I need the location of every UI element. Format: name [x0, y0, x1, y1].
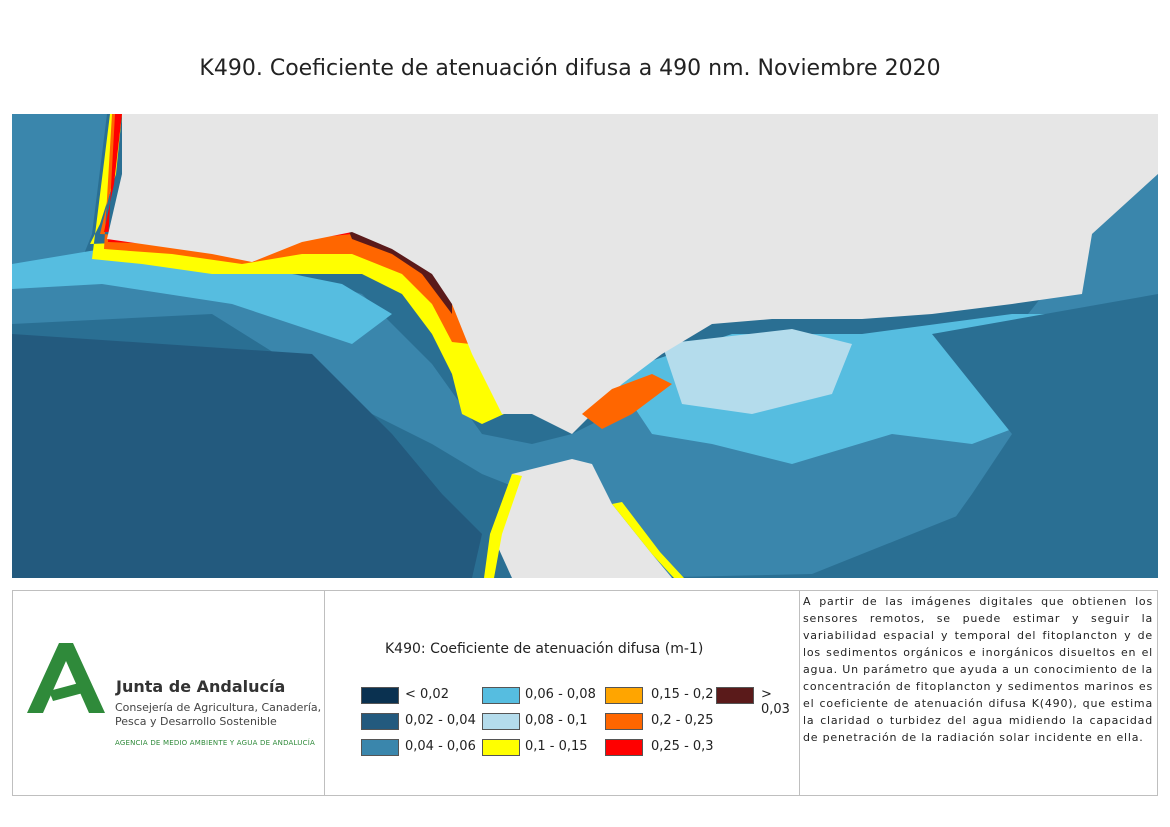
description-text: A partir de las imágenes digitales que o… [803, 595, 1153, 744]
k490-map [12, 114, 1158, 578]
map-canvas [12, 114, 1158, 578]
atlantic-deep-zone [12, 334, 482, 578]
legend-label-4: 0,08 - 0,1 [525, 713, 588, 728]
legend-swatch-2 [361, 739, 399, 756]
map-title: K490. Coeficiente de atenuación difusa a… [199, 56, 941, 81]
legend-swatch-1 [361, 713, 399, 730]
east-alboran-deep [912, 294, 1158, 578]
legend: K490: Coeficiente de atenuación difusa (… [325, 591, 800, 795]
legend-title: K490: Coeficiente de atenuación difusa (… [385, 641, 704, 657]
organization-name: Junta de Andalucía [116, 677, 286, 696]
legend-label-8: 0,25 - 0,3 [651, 739, 714, 754]
legend-label-2: 0,04 - 0,06 [405, 739, 476, 754]
gulf-cadiz-coastal-zone [12, 249, 392, 344]
info-panel: Junta de Andalucía Consejería de Agricul… [12, 590, 1158, 796]
strait-shelf-zone [12, 174, 1158, 578]
north-coast-band-yellow [90, 114, 504, 424]
legend-label-9: > 0,03 [761, 687, 790, 717]
africa-east-coast-band [612, 502, 684, 578]
legend-swatch-9 [716, 687, 754, 704]
africa-coast-band-yellow [484, 474, 522, 578]
legend-label-5: 0,1 - 0,15 [525, 739, 588, 754]
junta-logo-icon [27, 643, 105, 713]
legend-label-1: 0,02 - 0,04 [405, 713, 476, 728]
legend-swatch-7 [605, 713, 643, 730]
legend-swatch-0 [361, 687, 399, 704]
land-spain [107, 114, 1158, 434]
legend-label-6: 0,15 - 0,2 [651, 687, 714, 702]
legend-swatch-8 [605, 739, 643, 756]
land-africa [492, 459, 672, 578]
description-column: A partir de las imágenes digitales que o… [800, 591, 1157, 795]
legend-label-7: 0,2 - 0,25 [651, 713, 714, 728]
legend-swatch-4 [482, 713, 520, 730]
legend-swatch-6 [605, 687, 643, 704]
legend-swatch-3 [482, 687, 520, 704]
legend-label-0: < 0,02 [405, 687, 449, 702]
alboran-turbid-zone [662, 329, 852, 414]
spain-east-coast-band [582, 374, 672, 429]
organization-agency: AGENCIA DE MEDIO AMBIENTE Y AGUA DE ANDA… [115, 739, 315, 747]
legend-swatch-5 [482, 739, 520, 756]
logo-column: Junta de Andalucía Consejería de Agricul… [13, 591, 325, 795]
legend-label-3: 0,06 - 0,08 [525, 687, 596, 702]
organization-department: Consejería de Agricultura, Canadería, Pe… [115, 701, 322, 728]
